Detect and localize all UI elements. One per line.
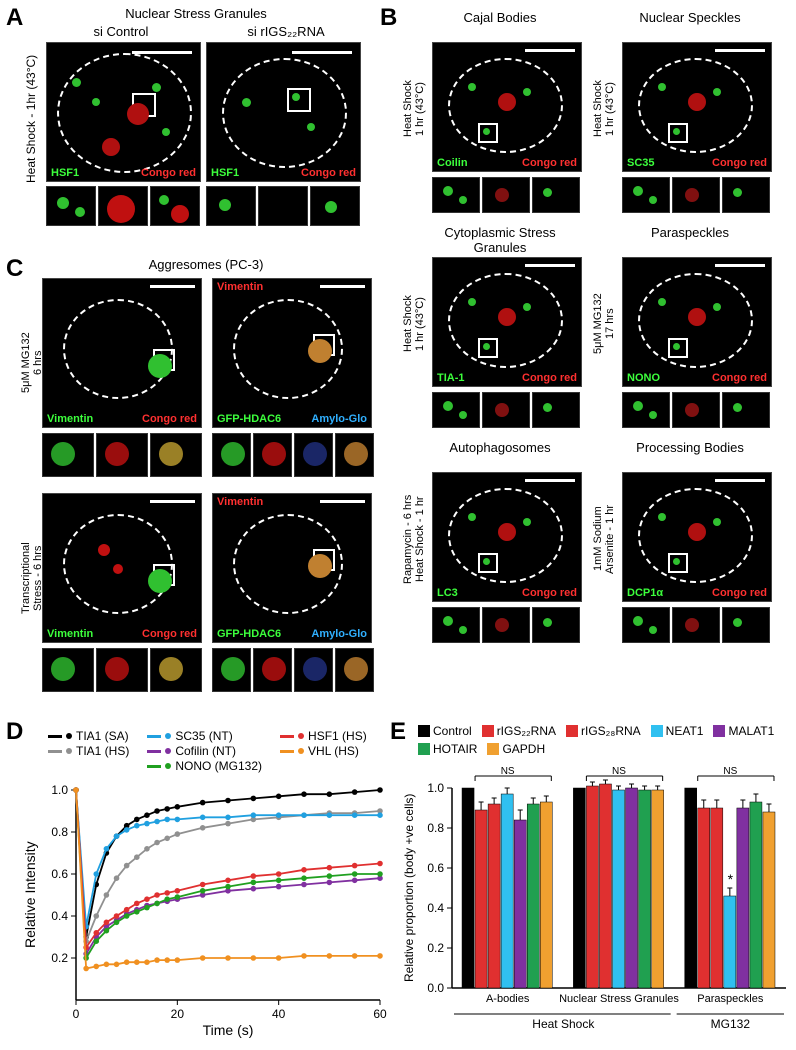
svg-text:0.8: 0.8: [427, 821, 444, 835]
svg-text:NS: NS: [501, 766, 515, 777]
svg-text:0.8: 0.8: [51, 825, 68, 839]
panel-e-label: E: [390, 718, 406, 746]
svg-text:40: 40: [272, 1007, 286, 1021]
panel-b-side-1: Heat Shock 1 hr (43°C): [592, 44, 616, 174]
svg-text:0.2: 0.2: [427, 941, 444, 955]
panel-b-img-1: SC35 Congo red: [622, 42, 772, 172]
svg-text:*: *: [728, 871, 734, 887]
panel-b-title-5: Processing Bodies: [610, 440, 770, 455]
panel-b-img-2: TIA-1 Congo red: [432, 257, 582, 387]
panel-c-detail-0-0: [42, 433, 202, 477]
svg-text:0.4: 0.4: [427, 901, 444, 915]
panel-b-title-1: Nuclear Speckles: [610, 10, 770, 25]
panel-a-col2: si rIGS₂₂RNA: [206, 24, 366, 39]
svg-text:20: 20: [171, 1007, 185, 1021]
panel-b-detail-2: [432, 392, 580, 428]
panel-c-side-1: Transcriptional Stress - 6 hrs: [20, 503, 44, 653]
panel-d-chart: TIA1 (SA)TIA1 (HS)SC35 (NT)Cofilin (NT)N…: [28, 728, 388, 1038]
panel-a-m1b: HSF1: [211, 167, 239, 179]
panel-b-detail-4: [432, 607, 580, 643]
panel-b-img-0: Coilin Congo red: [432, 42, 582, 172]
panel-c-img-1-0: VimentinCongo red: [42, 493, 202, 643]
panel-a-img2: HSF1 Congo red: [206, 42, 361, 182]
panel-e-ylabel: Relative proportion (body +ve cells): [402, 788, 416, 988]
panel-b-img-5: DCP1α Congo red: [622, 472, 772, 602]
panel-a-details1: [46, 186, 200, 226]
panel-d-xlabel: Time (s): [76, 1022, 380, 1038]
panel-b-sub-2: Cytoplasmic Stress Granules Heat Shock 1 …: [400, 225, 590, 440]
svg-text:0.6: 0.6: [427, 861, 444, 875]
panel-d-legend: TIA1 (SA)TIA1 (HS)SC35 (NT)Cofilin (NT)N…: [48, 728, 388, 774]
svg-text:Paraspeckles: Paraspeckles: [697, 993, 764, 1005]
svg-text:Nuclear Stress Granules: Nuclear Stress Granules: [559, 993, 679, 1005]
svg-text:NS: NS: [723, 766, 737, 777]
panel-b-side-3: 5μM MG132 17 hrs: [592, 259, 616, 389]
panel-b-side-4: Rapamycin - 6 hrs Heat Shock - 1 hr: [402, 474, 426, 604]
panel-c-label: C: [6, 255, 23, 283]
panel-b-title-4: Autophagosomes: [420, 440, 580, 455]
panel-a-col1: si Control: [46, 24, 196, 39]
panel-b-side-5: 1mM Sodium Arsenite - 1 hr: [592, 474, 616, 604]
panel-a-title: Nuclear Stress Granules: [36, 6, 356, 21]
panel-a-m1: HSF1: [51, 167, 79, 179]
svg-text:A-bodies: A-bodies: [486, 993, 530, 1005]
panel-a-m2: Congo red: [141, 167, 196, 179]
panel-e-svg: 0.0 0.2 0.4 0.6 0.8 1.0 A-bodies NS Nuclear Stre…: [408, 724, 790, 1044]
svg-text:*: *: [463, 875, 469, 891]
svg-text:MG132: MG132: [711, 1017, 751, 1031]
svg-text:1.0: 1.0: [51, 783, 68, 797]
panel-b-sub-0: Cajal Bodies Heat Shock 1 hr (43°C) Coili…: [400, 10, 590, 225]
panel-b-title-2: Cytoplasmic Stress Granules: [420, 225, 580, 255]
panel-a-side: Heat Shock - 1hr (43°C): [24, 44, 38, 194]
panel-b-sub-4: Autophagosomes Rapamycin - 6 hrs Heat Sho…: [400, 440, 590, 655]
panel-b-sub-3: Paraspeckles 5μM MG132 17 hrs NONO Congo …: [590, 225, 780, 440]
svg-text:NS: NS: [612, 766, 626, 777]
panel-d-label: D: [6, 718, 23, 746]
panel-c-detail-1-0: [42, 648, 202, 692]
panel-d-ylabel: Relative Intensity: [22, 810, 38, 980]
svg-text:Heat Shock: Heat Shock: [532, 1017, 595, 1031]
panel-b-detail-5: [622, 607, 770, 643]
panel-b-detail-0: [432, 177, 580, 213]
panel-c-img-1-1: VimentinGFP-HDAC6Amylo-Glo: [212, 493, 372, 643]
panel-c-title: Aggresomes (PC-3): [46, 257, 366, 272]
panel-b-label: B: [380, 4, 397, 32]
panel-c-img-0-0: VimentinCongo red: [42, 278, 202, 428]
svg-text:0.0: 0.0: [427, 981, 444, 995]
panel-b-title-0: Cajal Bodies: [420, 10, 580, 25]
panel-c-detail-0-1: [212, 433, 374, 477]
panel-b-sub-5: Processing Bodies 1mM Sodium Arsenite - 1…: [590, 440, 780, 655]
panel-c-detail-1-1: [212, 648, 374, 692]
panel-b-title-3: Paraspeckles: [610, 225, 770, 240]
panel-b-detail-3: [622, 392, 770, 428]
panel-b-img-3: NONO Congo red: [622, 257, 772, 387]
panel-a-img1: HSF1 Congo red: [46, 42, 201, 182]
panel-a-details2: [206, 186, 360, 226]
panel-e-legend: ControlrIGS₂₂RNArIGS₂₈RNANEAT1MALAT1HOTA…: [418, 724, 788, 756]
panel-b-sub-1: Nuclear Speckles Heat Shock 1 hr (43°C) S…: [590, 10, 780, 225]
panel-c-img-0-1: VimentinGFP-HDAC6Amylo-Glo: [212, 278, 372, 428]
panel-b-detail-1: [622, 177, 770, 213]
svg-text:60: 60: [373, 1007, 387, 1021]
svg-text:0.6: 0.6: [51, 867, 68, 881]
panel-d-svg: 0 20 40 60 0.2 0.4 0.6 0.8 1.0: [28, 728, 388, 1038]
panel-a-label: A: [6, 4, 23, 32]
panel-a-m2b: Congo red: [301, 167, 356, 179]
panel-c-side-0: 5μM MG132 6 hrs: [20, 288, 44, 438]
svg-text:0.2: 0.2: [51, 951, 68, 965]
svg-text:0.4: 0.4: [51, 909, 68, 923]
svg-text:0: 0: [73, 1007, 80, 1021]
panel-b-side-2: Heat Shock 1 hr (43°C): [402, 259, 426, 389]
panel-b-img-4: LC3 Congo red: [432, 472, 582, 602]
panel-b-side-0: Heat Shock 1 hr (43°C): [402, 44, 426, 174]
panel-e-chart: ControlrIGS₂₂RNArIGS₂₈RNANEAT1MALAT1HOTA…: [408, 724, 790, 1044]
svg-text:1.0: 1.0: [427, 781, 444, 795]
